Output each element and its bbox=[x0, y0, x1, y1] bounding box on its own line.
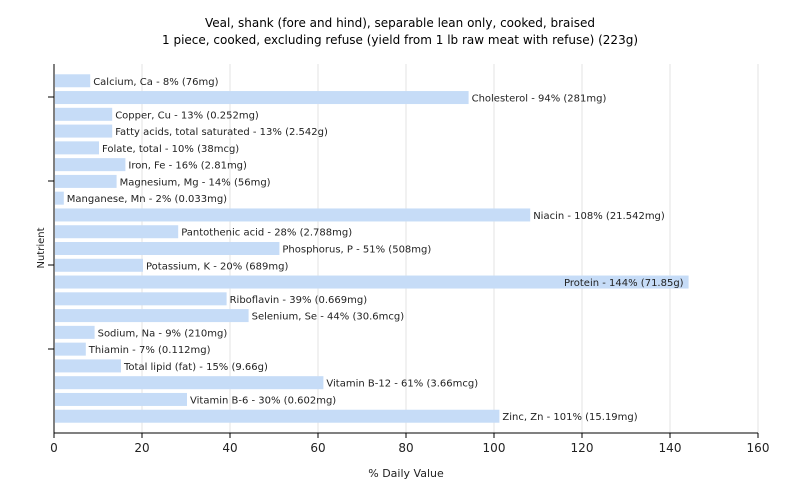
x-tick-label: 80 bbox=[398, 441, 413, 455]
bar bbox=[55, 376, 324, 390]
bar bbox=[55, 275, 689, 289]
bar bbox=[55, 242, 280, 255]
data-label: Vitamin B-6 - 30% (0.602mg) bbox=[190, 395, 336, 406]
x-axis-label: % Daily Value bbox=[368, 467, 444, 480]
x-tick-label: 100 bbox=[483, 441, 506, 455]
bar bbox=[55, 208, 531, 222]
bar bbox=[55, 124, 113, 138]
bar bbox=[55, 107, 113, 121]
data-label: Zinc, Zn - 101% (15.19mg) bbox=[502, 412, 637, 423]
data-label: Pantothenic acid - 28% (2.788mg) bbox=[181, 228, 352, 239]
data-label: Iron, Fe - 16% (2.81mg) bbox=[128, 161, 247, 172]
x-tick-label: 160 bbox=[747, 441, 770, 455]
chart-subtitle: 1 piece, cooked, excluding refuse (yield… bbox=[162, 33, 638, 47]
data-label: Manganese, Mn - 2% (0.033mg) bbox=[67, 194, 227, 205]
x-tick-label: 120 bbox=[571, 441, 594, 455]
data-label: Copper, Cu - 13% (0.252mg) bbox=[115, 110, 259, 121]
bar bbox=[55, 141, 99, 155]
bar bbox=[55, 342, 86, 356]
bar bbox=[55, 74, 91, 88]
data-label: Fatty acids, total saturated - 13% (2.54… bbox=[115, 127, 328, 138]
data-label: Protein - 144% (71.85g) bbox=[564, 278, 684, 289]
data-label: Total lipid (fat) - 15% (9.66g) bbox=[123, 362, 268, 373]
data-label: Thiamin - 7% (0.112mg) bbox=[88, 345, 211, 356]
bar bbox=[55, 191, 64, 205]
y-axis-label: Nutrient bbox=[36, 227, 47, 268]
bar bbox=[55, 258, 143, 272]
chart-title: Veal, shank (fore and hind), separable l… bbox=[205, 16, 595, 30]
data-label: Selenium, Se - 44% (30.6mcg) bbox=[252, 312, 405, 323]
data-label: Magnesium, Mg - 14% (56mg) bbox=[120, 177, 271, 188]
bar bbox=[55, 392, 187, 406]
x-tick-label: 20 bbox=[134, 441, 149, 455]
bar bbox=[55, 325, 95, 339]
bar bbox=[55, 91, 469, 105]
data-label: Folate, total - 10% (38mcg) bbox=[102, 144, 239, 155]
bar bbox=[55, 158, 126, 172]
bar bbox=[55, 225, 179, 239]
data-label: Sodium, Na - 9% (210mg) bbox=[98, 328, 228, 339]
bar bbox=[55, 409, 500, 423]
data-label: Phosphorus, P - 51% (508mg) bbox=[282, 245, 431, 256]
data-label: Cholesterol - 94% (281mg) bbox=[472, 94, 607, 105]
bar bbox=[55, 292, 227, 306]
x-tick-label: 0 bbox=[50, 441, 58, 455]
data-label: Riboflavin - 39% (0.669mg) bbox=[230, 295, 368, 306]
x-tick-label: 60 bbox=[310, 441, 325, 455]
data-label: Calcium, Ca - 8% (76mg) bbox=[93, 77, 218, 88]
bar bbox=[55, 309, 249, 323]
data-label: Niacin - 108% (21.542mg) bbox=[533, 211, 665, 222]
data-label: Potassium, K - 20% (689mg) bbox=[146, 261, 288, 272]
bar bbox=[55, 174, 117, 188]
x-tick-label: 40 bbox=[222, 441, 237, 455]
bar bbox=[55, 359, 121, 373]
x-tick-label: 140 bbox=[659, 441, 682, 455]
data-label: Vitamin B-12 - 61% (3.66mcg) bbox=[326, 379, 478, 390]
